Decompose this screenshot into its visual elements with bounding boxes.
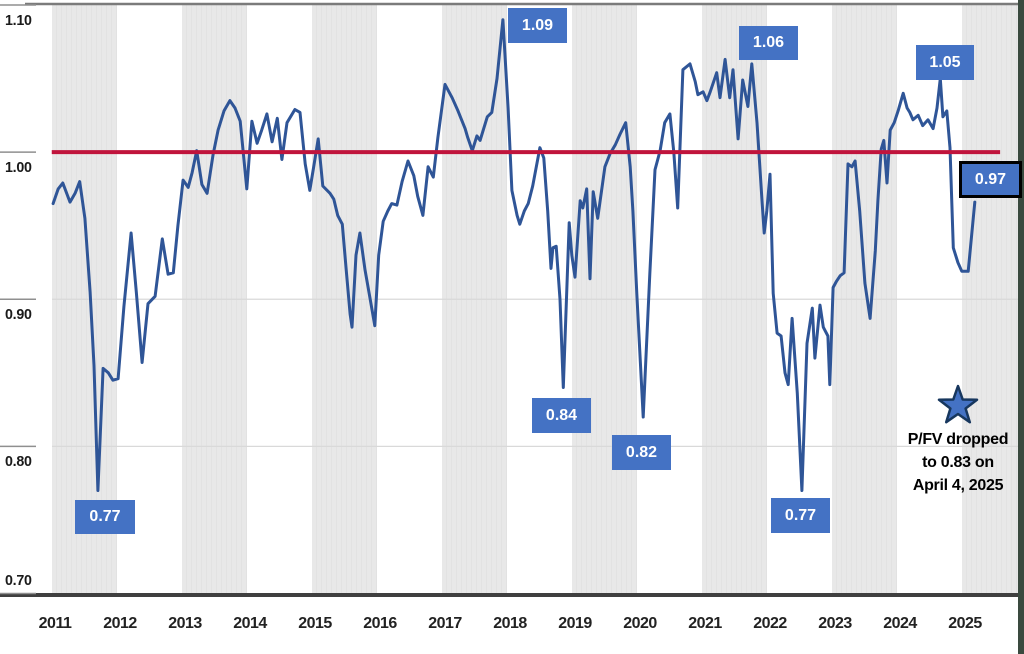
x-tick-label: 2025 <box>948 615 982 632</box>
x-tick-label: 2020 <box>623 615 657 632</box>
x-tick-label: 2018 <box>493 615 527 632</box>
x-tick-label: 2011 <box>38 615 72 632</box>
data-callout-1.06: 1.06 <box>739 26 798 60</box>
data-callout-0.97: 0.97 <box>959 161 1022 198</box>
y-tick-label: 1.00 <box>5 159 32 177</box>
right-border <box>1018 0 1024 654</box>
y-tick-label: 0.90 <box>5 306 32 324</box>
x-tick-label: 2015 <box>298 615 332 632</box>
data-callout-1.05: 1.05 <box>916 45 974 80</box>
data-callout-1.09: 1.09 <box>508 8 567 43</box>
data-callout-0.84: 0.84 <box>532 398 591 433</box>
price-to-fair-value-line <box>51 18 977 492</box>
y-tick-label: 0.80 <box>5 453 32 471</box>
x-tick-label: 2012 <box>103 615 137 632</box>
x-tick-label: 2022 <box>753 615 787 632</box>
x-tick-label: 2017 <box>428 615 462 632</box>
annotation-line-2: to 0.83 on <box>922 454 994 471</box>
y-tick-label: 1.10 <box>5 12 32 29</box>
data-callout-0.77: 0.77 <box>75 500 135 534</box>
x-tick-label: 2021 <box>688 615 722 632</box>
data-callout-0.77: 0.77 <box>771 498 830 533</box>
x-tick-label: 2023 <box>818 615 852 632</box>
annotation-line-3: April 4, 2025 <box>912 477 1004 494</box>
x-tick-label: 2014 <box>233 615 267 632</box>
y-tick-label: 0.70 <box>5 571 32 589</box>
x-tick-label: 2016 <box>363 615 397 632</box>
data-callout-0.82: 0.82 <box>612 435 671 470</box>
annotation-text: P/FV dropped to 0.83 on April 4, 2025 <box>868 428 1024 497</box>
star-icon <box>937 384 979 424</box>
x-tick-label: 2024 <box>883 615 917 632</box>
annotation-line-1: P/FV dropped <box>907 431 1009 448</box>
x-tick-label: 2013 <box>168 615 202 632</box>
x-tick-label: 2019 <box>558 615 592 632</box>
